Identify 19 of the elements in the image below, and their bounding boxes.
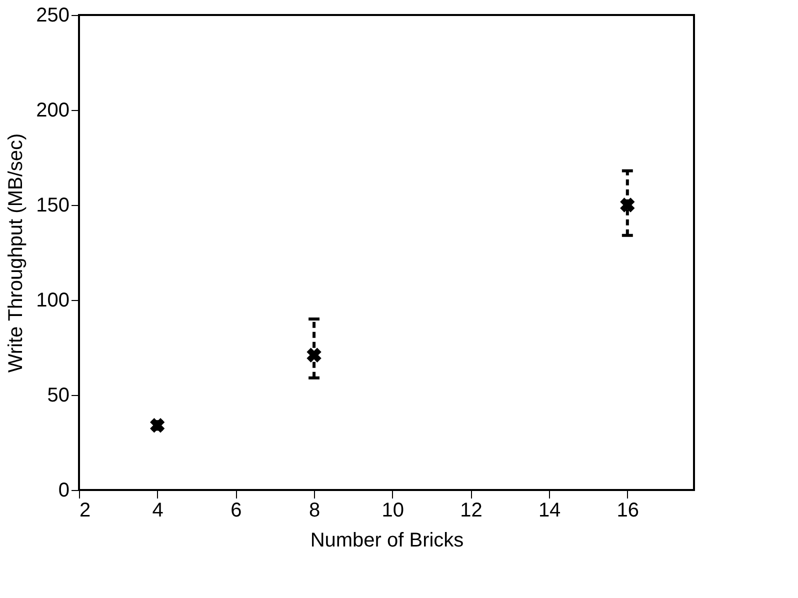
y-tick-label: 50 xyxy=(47,384,70,406)
x-tick-label: 10 xyxy=(382,500,404,522)
point xyxy=(620,198,635,212)
y-axis-title: Write Throughput (MB/sec) xyxy=(5,133,28,373)
y-tick-label: 150 xyxy=(36,194,70,216)
y-tick-label: 250 xyxy=(36,4,70,26)
point xyxy=(306,348,322,362)
x-tick-label: 16 xyxy=(616,500,640,522)
y-tick-label: 100 xyxy=(36,290,70,312)
x-tick-label: 6 xyxy=(230,500,242,522)
x-tick-label: 2 xyxy=(80,500,91,522)
x-tick-label: 8 xyxy=(308,500,320,522)
y-tick-label: 0 xyxy=(58,480,70,502)
point xyxy=(150,418,165,433)
y-tick-label: 200 xyxy=(36,100,70,122)
x-tick-label: 14 xyxy=(538,500,561,522)
x-axis-title: Number of Bricks xyxy=(310,530,464,552)
x-tick-label: 12 xyxy=(460,500,482,522)
x-tick-label: 4 xyxy=(152,500,164,522)
